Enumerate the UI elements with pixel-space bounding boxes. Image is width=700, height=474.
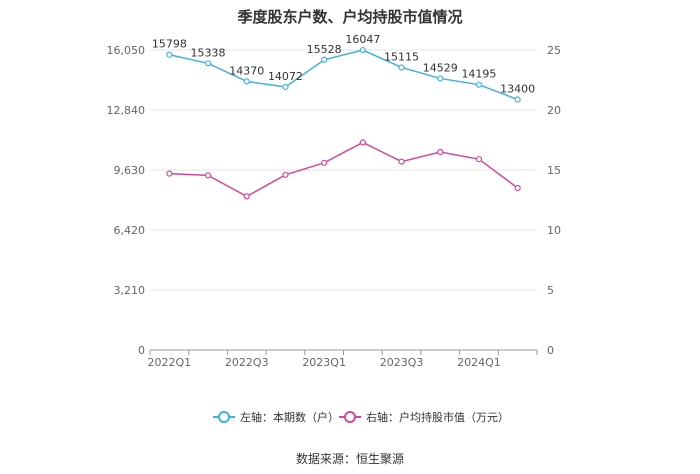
series-2-point bbox=[398, 158, 405, 165]
legend-label: 左轴：本期数（户） bbox=[240, 410, 339, 424]
x-tick-label: 2023Q1 bbox=[302, 356, 346, 369]
right-axis-tick-label: 15 bbox=[547, 164, 561, 177]
data-label: 15338 bbox=[191, 46, 226, 59]
series-1-point bbox=[321, 56, 328, 63]
series-1-point bbox=[204, 60, 212, 67]
chart-title: 季度股东户数、户均持股市值情况 bbox=[237, 8, 463, 26]
left-axis-tick-label: 12,840 bbox=[107, 104, 146, 117]
series-1-point bbox=[243, 78, 250, 85]
right-axis-tick-label: 25 bbox=[547, 44, 561, 57]
series-2-point bbox=[514, 184, 521, 192]
series-2-point bbox=[166, 170, 173, 177]
left-axis-tick-label: 6,420 bbox=[114, 224, 146, 237]
data-label: 14195 bbox=[461, 68, 496, 81]
legend-label: 右轴：户均持股市值（万元） bbox=[366, 410, 509, 424]
data-label: 14370 bbox=[229, 64, 264, 77]
series-2-point bbox=[204, 172, 212, 179]
series-2-point bbox=[321, 159, 328, 166]
data-label: 13400 bbox=[500, 83, 535, 96]
data-label: 14072 bbox=[268, 70, 303, 83]
data-label: 15798 bbox=[152, 38, 187, 51]
data-source: 数据来源：恒生聚源 bbox=[295, 452, 404, 466]
series-2-point bbox=[243, 193, 250, 200]
left-axis-tick-label: 16,050 bbox=[107, 44, 146, 57]
x-tick-label: 2024Q1 bbox=[457, 356, 501, 369]
series-2-point bbox=[359, 139, 366, 146]
series-2-point bbox=[437, 148, 444, 156]
series-1-point bbox=[166, 51, 173, 58]
data-label: 15528 bbox=[307, 43, 342, 56]
left-axis-tick-label: 0 bbox=[138, 344, 145, 357]
left-axis-tick-label: 9,630 bbox=[114, 164, 146, 177]
series-1-point bbox=[437, 75, 444, 82]
right-axis-tick-label: 0 bbox=[547, 344, 554, 357]
right-axis-tick-label: 5 bbox=[547, 284, 554, 297]
x-tick-label: 2022Q3 bbox=[225, 356, 269, 369]
series-2-point bbox=[282, 171, 289, 178]
series-line-1 bbox=[169, 49, 518, 101]
series-1-point bbox=[398, 64, 405, 71]
legend-swatch-marker bbox=[218, 411, 230, 423]
series-1-point bbox=[359, 46, 366, 54]
series-1-point bbox=[514, 96, 521, 103]
left-axis-tick-label: 3,210 bbox=[114, 284, 146, 297]
series-line-2 bbox=[169, 141, 519, 198]
right-axis-tick-label: 20 bbox=[547, 104, 561, 117]
data-label: 14529 bbox=[423, 61, 458, 74]
x-tick-label: 2023Q3 bbox=[380, 356, 424, 369]
series-2-point bbox=[475, 156, 483, 163]
series-1-point bbox=[475, 81, 483, 88]
data-label: 16047 bbox=[345, 33, 380, 46]
x-tick-label: 2022Q1 bbox=[148, 356, 192, 369]
legend-swatch-marker bbox=[344, 411, 356, 423]
right-axis-tick-label: 10 bbox=[547, 224, 561, 237]
data-label: 15115 bbox=[384, 50, 419, 63]
series-1-point bbox=[282, 83, 289, 91]
